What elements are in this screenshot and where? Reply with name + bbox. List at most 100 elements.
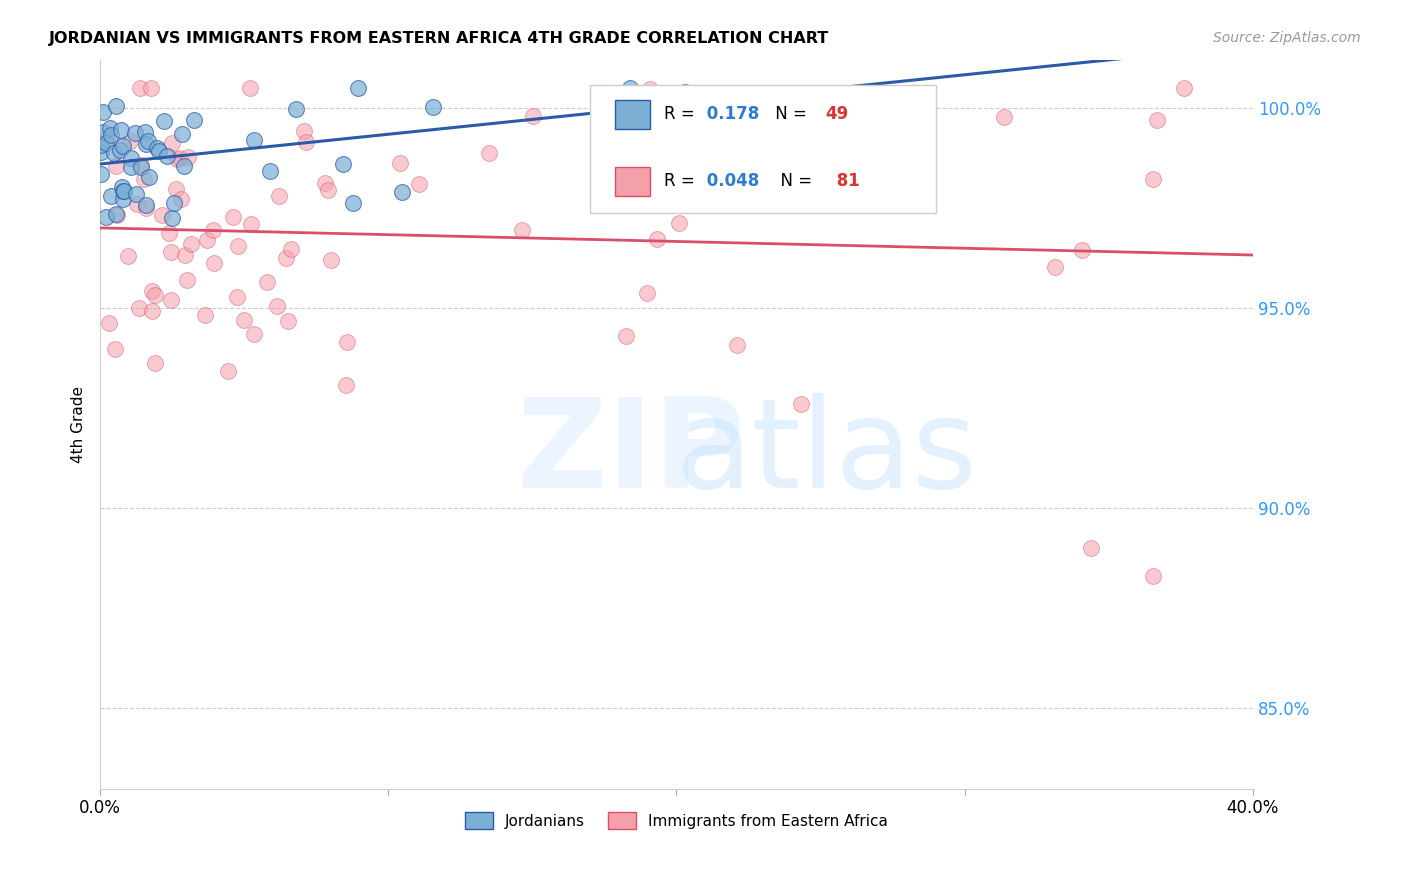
- Point: [285, 102, 308, 116]
- Point: [134, 124, 156, 138]
- Text: 0.048: 0.048: [700, 172, 759, 190]
- Point: [232, 313, 254, 327]
- Point: [156, 149, 179, 163]
- Point: [388, 155, 411, 169]
- Point: [226, 239, 249, 253]
- Point: [225, 290, 247, 304]
- Point: [132, 171, 155, 186]
- Point: [790, 397, 813, 411]
- Point: [740, 93, 762, 107]
- Point: [105, 207, 128, 221]
- Point: [1080, 541, 1102, 556]
- Point: [1146, 112, 1168, 127]
- Point: [143, 356, 166, 370]
- Point: [347, 80, 370, 95]
- Point: [100, 128, 122, 142]
- Point: [195, 233, 218, 247]
- Point: [993, 110, 1015, 124]
- Point: [165, 182, 187, 196]
- Point: [118, 135, 141, 149]
- Point: [103, 145, 125, 160]
- Point: [112, 184, 135, 198]
- Point: [94, 136, 117, 150]
- Point: [104, 99, 127, 113]
- Point: [332, 157, 354, 171]
- Point: [160, 136, 183, 150]
- Point: [90, 145, 112, 159]
- Point: [124, 126, 146, 140]
- Point: [100, 189, 122, 203]
- Text: 0.178: 0.178: [700, 104, 759, 122]
- Point: [96, 132, 118, 146]
- FancyBboxPatch shape: [591, 85, 936, 212]
- Point: [176, 273, 198, 287]
- Point: [90, 138, 112, 153]
- Point: [127, 197, 149, 211]
- Point: [110, 122, 132, 136]
- Point: [157, 227, 180, 241]
- Point: [239, 80, 262, 95]
- Point: [112, 184, 135, 198]
- Point: [256, 275, 278, 289]
- Point: [160, 211, 183, 226]
- Point: [141, 304, 163, 318]
- Point: [478, 145, 501, 160]
- Y-axis label: 4th Grade: 4th Grade: [72, 385, 86, 463]
- Point: [645, 232, 668, 246]
- Point: [129, 158, 152, 172]
- Point: [135, 201, 157, 215]
- Point: [111, 180, 134, 194]
- Point: [243, 133, 266, 147]
- Point: [408, 178, 430, 192]
- Point: [725, 338, 748, 352]
- Point: [117, 249, 139, 263]
- Point: [108, 143, 131, 157]
- Point: [319, 252, 342, 267]
- Point: [135, 137, 157, 152]
- Point: [138, 170, 160, 185]
- Point: [104, 342, 127, 356]
- Point: [160, 293, 183, 307]
- Point: [202, 255, 225, 269]
- Text: N =: N =: [770, 172, 817, 190]
- Point: [125, 186, 148, 201]
- Point: [143, 288, 166, 302]
- Point: [1142, 171, 1164, 186]
- Text: N =: N =: [770, 104, 813, 122]
- Point: [269, 189, 291, 203]
- Point: [100, 120, 122, 135]
- Point: [336, 334, 359, 349]
- Point: [159, 245, 181, 260]
- FancyBboxPatch shape: [616, 167, 650, 196]
- Point: [616, 329, 638, 343]
- Point: [673, 85, 696, 99]
- Point: [761, 197, 783, 211]
- FancyBboxPatch shape: [616, 100, 650, 128]
- Point: [638, 82, 661, 96]
- Point: [242, 326, 264, 341]
- Point: [266, 299, 288, 313]
- Point: [152, 208, 174, 222]
- Point: [636, 286, 658, 301]
- Point: [295, 135, 318, 149]
- Text: Source: ZipAtlas.com: Source: ZipAtlas.com: [1213, 31, 1361, 45]
- Point: [342, 195, 364, 210]
- Point: [111, 192, 134, 206]
- Point: [97, 316, 120, 330]
- Point: [259, 164, 281, 178]
- Text: R =: R =: [664, 104, 700, 122]
- Point: [153, 113, 176, 128]
- Point: [148, 144, 170, 158]
- Legend: Jordanians, Immigrants from Eastern Africa: Jordanians, Immigrants from Eastern Afri…: [460, 805, 894, 836]
- Text: 81: 81: [831, 172, 859, 190]
- Point: [668, 216, 690, 230]
- Point: [176, 150, 198, 164]
- Point: [120, 151, 142, 165]
- Point: [111, 139, 134, 153]
- Point: [135, 197, 157, 211]
- Point: [628, 106, 651, 120]
- Point: [1045, 260, 1067, 274]
- Point: [146, 141, 169, 155]
- Point: [277, 314, 299, 328]
- Point: [163, 195, 186, 210]
